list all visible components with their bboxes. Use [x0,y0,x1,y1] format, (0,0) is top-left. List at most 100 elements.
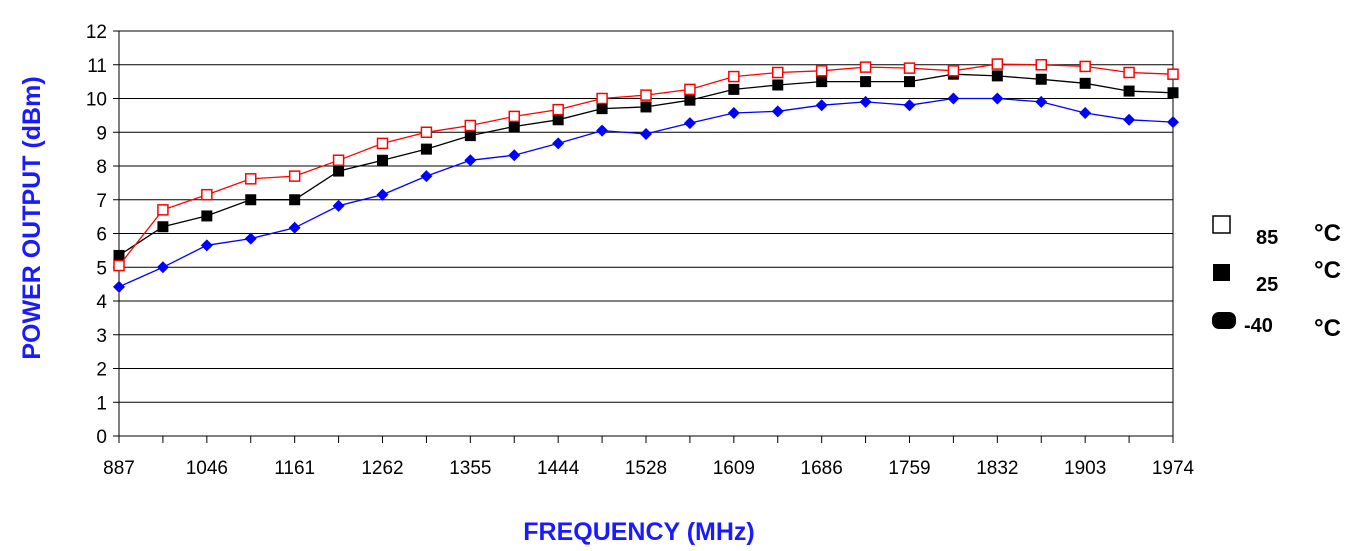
data-point [1035,59,1047,71]
series-25 [113,68,1179,261]
data-point [157,204,169,216]
data-point [156,261,169,274]
data-point [991,70,1003,82]
legend-item-85: 85 °C [1212,215,1341,249]
data-point [1167,87,1179,99]
data-point [991,92,1004,105]
data-point [333,165,345,177]
x-axis-title: FREQUENCY (MHz) [523,518,754,546]
y-tick-label: 4 [96,292,107,313]
data-point [640,89,652,101]
data-point [1123,113,1136,126]
y-tick-label: 10 [86,90,107,111]
x-tick-label: 1528 [625,458,667,479]
x-tick-label: 1686 [801,458,843,479]
y-tick-label: 5 [96,258,107,279]
data-point [376,137,389,150]
legend-label-85: 85 [1256,227,1278,249]
data-point [200,239,213,252]
data-point [552,114,564,126]
x-tick-label: 1355 [449,458,491,479]
data-point [376,188,389,201]
data-point [684,83,696,96]
series-line [118,73,1174,256]
y-tick-label: 12 [86,22,107,43]
x-tick-label: 1609 [713,458,755,479]
series--40 [113,92,1179,293]
data-point [113,249,125,261]
data-point [596,124,609,137]
data-point [596,103,608,115]
data-point [464,154,477,167]
data-point [420,170,433,183]
data-point [464,119,477,132]
x-tick-label: 1161 [274,458,315,479]
data-point [1079,60,1091,73]
data-point [728,70,740,83]
data-point [1079,77,1091,89]
y-tick-label: 1 [96,393,107,414]
data-point [245,173,257,185]
y-tick-label: 3 [96,326,107,347]
data-point [1123,85,1135,97]
data-point [859,61,872,73]
series-line [118,97,1174,288]
legend-label-25: 25 [1256,274,1278,296]
data-point [157,221,169,233]
y-tick-label: 9 [96,123,107,144]
data-point [771,105,784,118]
data-point [815,99,828,112]
data-point [552,103,564,116]
x-axis: 887 1046 1161 1262 1355 1444 1528 1609 1686 1759 1… [103,436,1195,479]
data-point [815,65,828,77]
x-tick-label: 1046 [186,458,228,479]
data-point [683,117,696,130]
y-tick-label: 6 [96,225,107,246]
data-point [245,194,257,206]
x-tick-label: 1903 [1064,458,1106,479]
data-point [332,154,345,167]
legend-unit-25: °C [1314,257,1341,284]
data-point [991,58,1004,70]
y-tick-label: 8 [96,157,107,178]
data-point [420,143,432,155]
data-point [772,66,784,79]
grid [119,64,1173,403]
y-tick-label: 11 [87,56,107,77]
series-85 [113,58,1179,272]
data-point [684,94,696,106]
legend: 85 °C 25 °C -40 °C [1212,215,1341,342]
data-point [552,137,565,150]
y-tick-label: 0 [96,427,107,448]
data-point [1079,107,1092,120]
data-point [772,79,784,91]
data-point [288,170,301,182]
data-point [1167,116,1179,129]
data-point [288,221,301,234]
x-tick-label: 1832 [976,458,1018,479]
x-tick-label: 1262 [361,458,403,479]
y-axis-title: POWER OUTPUT (dBm) [18,76,46,359]
data-point [289,194,301,206]
data-point [947,65,960,77]
data-point [903,99,916,112]
legend-item-minus-40: -40 °C [1212,312,1341,342]
data-point [508,121,520,133]
data-point [903,62,916,74]
data-point [640,127,652,140]
data-point [596,92,608,105]
data-point [244,232,257,245]
data-point [816,76,828,88]
legend-unit-85: °C [1314,220,1341,247]
data-point [904,76,915,88]
data-point [420,126,433,138]
data-point [113,259,125,272]
legend-item-25: 25 °C [1213,257,1341,296]
data-point [728,83,740,95]
data-point [640,101,652,113]
x-tick-label: 1974 [1152,458,1195,479]
data-point [508,149,521,162]
data-point [859,95,872,108]
